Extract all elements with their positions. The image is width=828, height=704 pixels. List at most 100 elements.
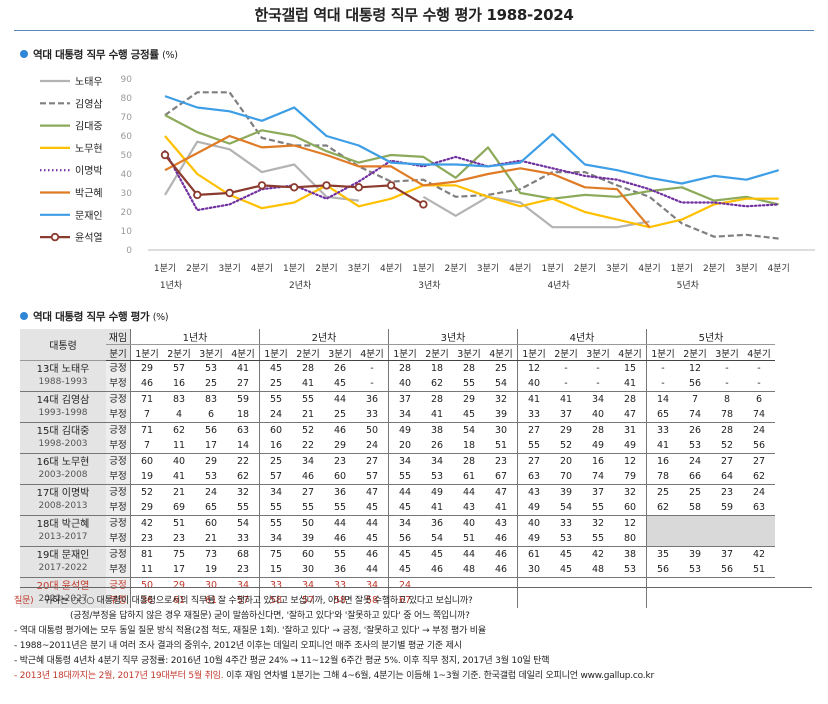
- value-cell: 18: [421, 360, 453, 376]
- value-cell: 32: [485, 391, 518, 407]
- value-cell: 79: [623, 471, 637, 482]
- chart-heading-unit: (%): [162, 50, 178, 61]
- value-cell: 8: [711, 391, 743, 407]
- value-cell: 46: [324, 422, 356, 438]
- value-cell: 29: [195, 453, 227, 469]
- value-cell: 18: [462, 440, 476, 451]
- chart-heading-text: 역대 대통령 직무 수행 긍정률: [33, 49, 159, 61]
- value-cell: 64: [720, 471, 734, 482]
- y-tick-label: 70: [121, 113, 133, 123]
- x-tick-label: 3분기: [606, 263, 628, 274]
- value-cell: 36: [356, 391, 389, 407]
- value-cell: 63: [517, 469, 550, 485]
- value-cell: 41: [430, 502, 444, 513]
- value-cell: 53: [195, 360, 227, 376]
- value-cell: 39: [301, 533, 315, 544]
- header-quarter: 2분기: [292, 344, 324, 361]
- empty-cell: [679, 577, 711, 593]
- value-cell: 15: [614, 360, 647, 376]
- value-cell: 57: [236, 595, 250, 606]
- value-cell: 24: [743, 422, 775, 438]
- value-cell: 67: [494, 471, 508, 482]
- value-cell: 43: [517, 484, 550, 500]
- note-park: - 박근혜 대통령 4년차 4분기 직무 긍정률: 2016년 10월 4주간 …: [14, 656, 550, 666]
- value-cell: 16: [646, 453, 679, 469]
- value-cell: 45: [333, 378, 347, 389]
- empty-cell: [743, 577, 775, 593]
- value-cell: 12: [614, 515, 647, 531]
- x-tick-label: 3분기: [477, 263, 499, 274]
- x-tick-label: 4분기: [638, 263, 660, 274]
- x-tick-label: 3분기: [218, 263, 240, 274]
- value-cell: 16: [582, 453, 614, 469]
- value-cell: 33: [365, 409, 379, 420]
- value-cell: 54: [453, 422, 485, 438]
- value-cell: 58: [259, 593, 292, 608]
- table-heading: 역대 대통령 직무 수행 평가 (%): [20, 309, 169, 324]
- value-cell: 45: [388, 562, 421, 578]
- value-cell: 52: [720, 440, 734, 451]
- value-cell: 33: [517, 407, 550, 423]
- value-cell: 27: [517, 453, 550, 469]
- value-cell: 29: [550, 422, 582, 438]
- value-cell: 51: [494, 440, 508, 451]
- header-quarter: 4분기: [356, 344, 389, 361]
- value-cell: 11: [130, 562, 163, 578]
- empty-cell: [646, 593, 679, 608]
- value-cell: 60: [292, 546, 324, 562]
- value-cell: 58: [333, 595, 347, 606]
- value-cell: 62: [163, 422, 195, 438]
- value-cell: 41: [172, 471, 186, 482]
- value-cell: 37: [388, 391, 421, 407]
- value-cell: 30: [195, 577, 227, 593]
- value-cell: 44: [453, 546, 485, 562]
- value-cell: 24: [259, 407, 292, 423]
- value-cell: 55: [259, 391, 292, 407]
- value-cell: 45: [421, 546, 453, 562]
- value-cell: 44: [324, 515, 356, 531]
- empty-cell: [517, 593, 550, 608]
- header-quarter: 1분기: [517, 344, 550, 361]
- value-cell: 45: [559, 564, 573, 575]
- value-cell: 27: [236, 378, 250, 389]
- value-cell: 78: [720, 409, 734, 420]
- value-cell: 37: [711, 546, 743, 562]
- value-cell: 56: [646, 562, 679, 578]
- value-cell: 63: [752, 502, 766, 513]
- value-cell: 29: [333, 440, 347, 451]
- x-tick-label: 3분기: [735, 263, 757, 274]
- value-cell: 17: [172, 564, 186, 575]
- label-negative: 부정: [106, 376, 131, 392]
- value-cell: 45: [365, 533, 379, 544]
- value-cell: 12: [679, 360, 711, 376]
- series-line-7: [164, 95, 780, 185]
- value-cell: 37: [582, 484, 614, 500]
- table-heading-text: 역대 대통령 직무 수행 평가: [33, 311, 150, 323]
- value-cell: 55: [259, 515, 292, 531]
- empty-cell: [550, 577, 582, 593]
- header-year: 2년차: [259, 329, 389, 345]
- value-cell: 67: [388, 593, 421, 608]
- value-cell: 34: [388, 515, 421, 531]
- value-cell: 49: [388, 422, 421, 438]
- value-cell: 68: [227, 546, 260, 562]
- president-name: 18대 박근혜: [36, 519, 90, 530]
- value-cell: 46: [494, 564, 508, 575]
- y-tick-label: 30: [121, 189, 133, 199]
- value-cell: 46: [333, 533, 347, 544]
- value-cell: 55: [324, 546, 356, 562]
- value-cell: 65: [204, 502, 218, 513]
- legend-label-5: 이명박: [75, 165, 103, 177]
- label-positive: 긍정: [106, 484, 131, 500]
- president-cell: 19대 문재인 2017-2022: [20, 546, 106, 578]
- value-cell: 54: [227, 515, 260, 531]
- bullet-icon: [20, 50, 28, 58]
- value-cell: 33: [550, 515, 582, 531]
- value-cell: 21: [163, 484, 195, 500]
- value-cell: 39: [550, 484, 582, 500]
- value-cell: -: [370, 378, 374, 389]
- value-cell: 49: [591, 440, 605, 451]
- value-cell: 46: [430, 564, 444, 575]
- value-cell: 42: [582, 546, 614, 562]
- label-positive: 긍정: [106, 546, 131, 562]
